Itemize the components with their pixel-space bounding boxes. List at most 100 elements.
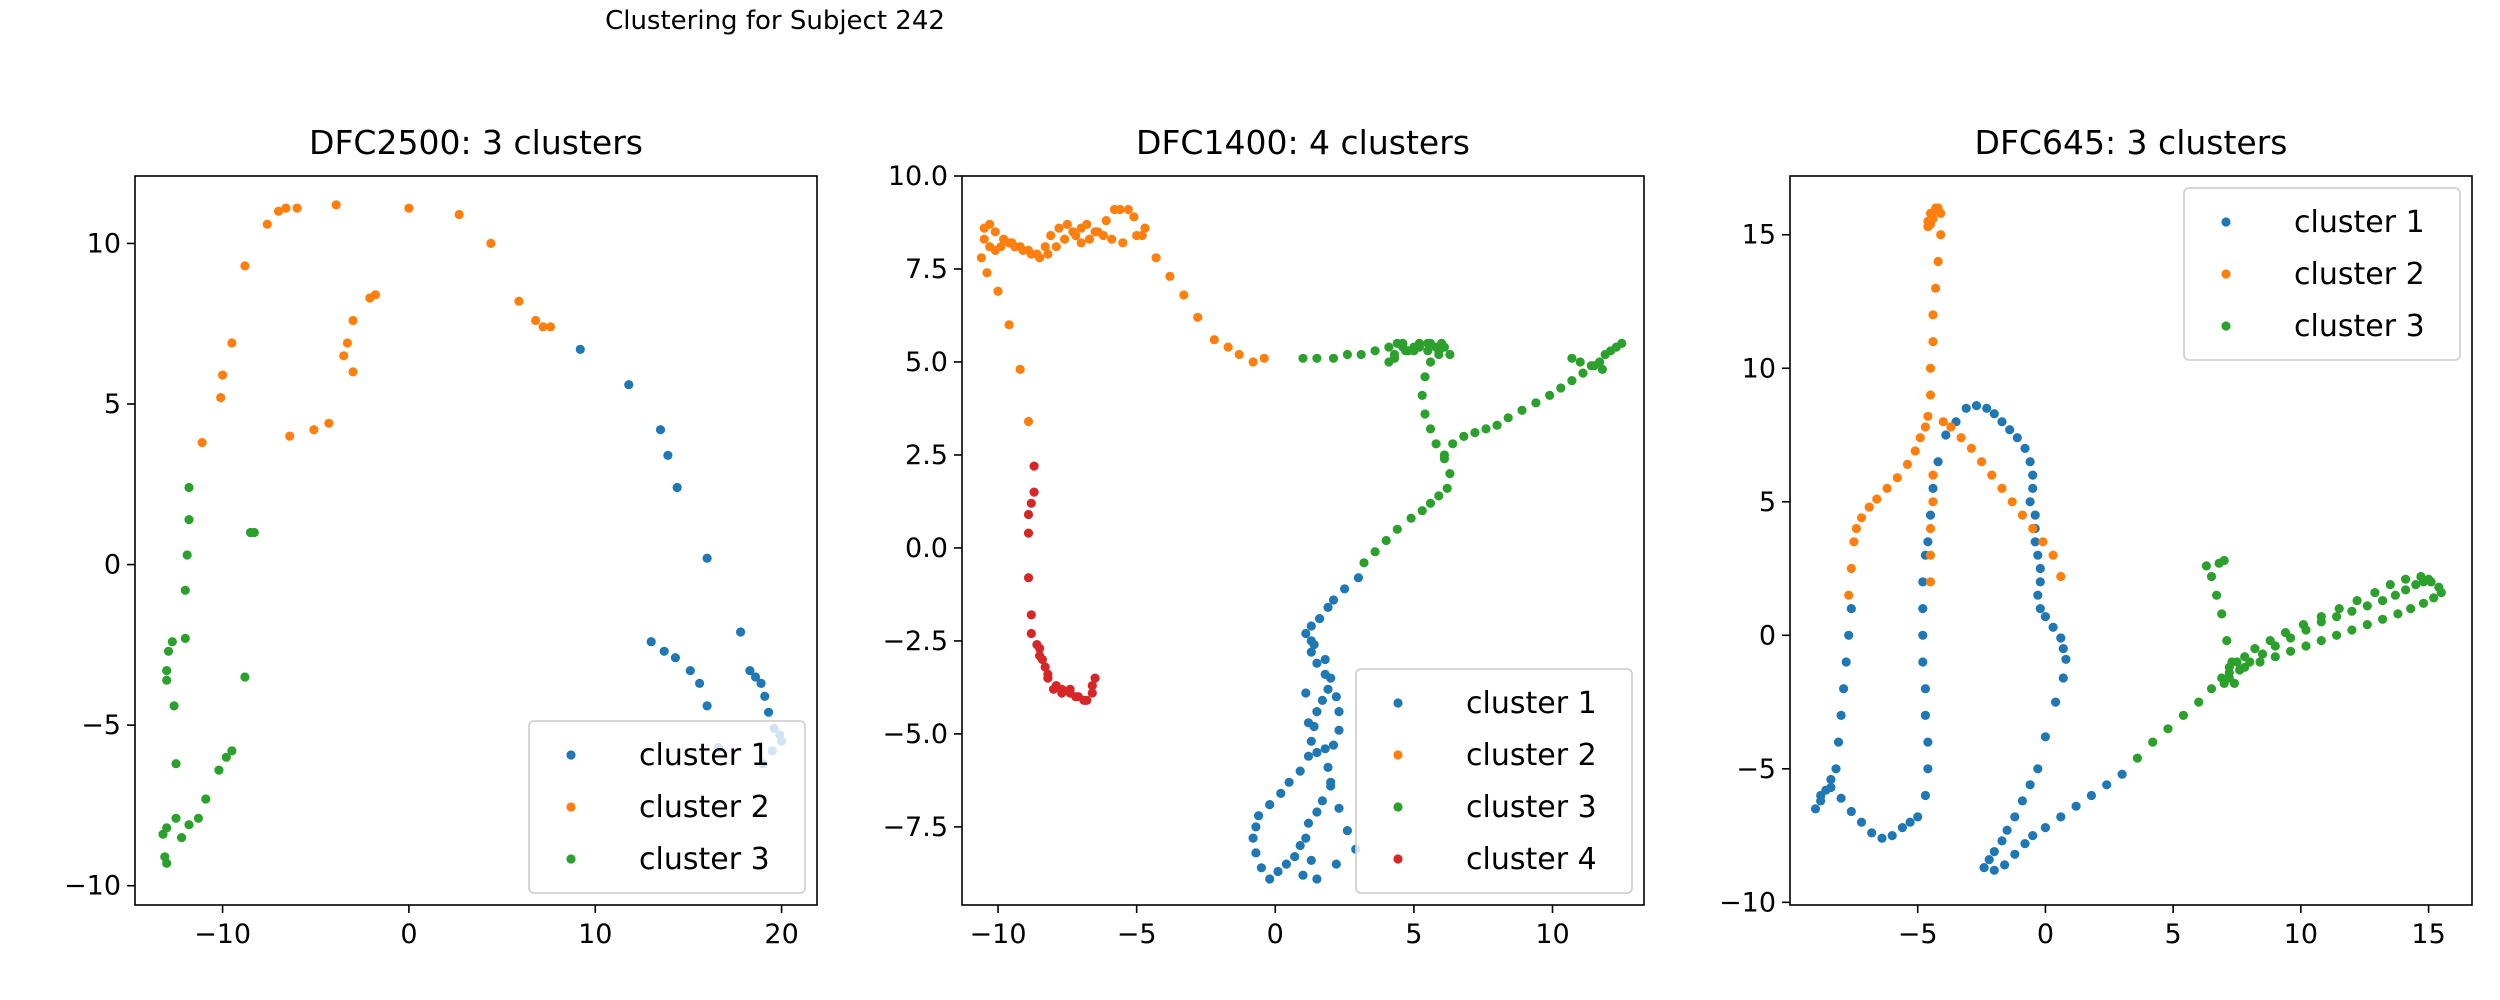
data-point — [1035, 643, 1045, 654]
data-point — [764, 707, 774, 717]
data-point — [990, 227, 1000, 237]
data-point — [1359, 558, 1369, 568]
y-tick-label: −5.0 — [882, 719, 948, 750]
data-point — [2245, 657, 2255, 667]
plot-frame — [1789, 175, 2473, 906]
data-point — [2250, 644, 2260, 654]
data-point — [1923, 216, 1933, 226]
legend-label: cluster 2 — [639, 790, 770, 825]
data-point — [1312, 353, 1322, 363]
data-point — [1098, 230, 1108, 241]
data-point — [1179, 290, 1189, 300]
data-point — [1597, 364, 1607, 374]
data-point — [1923, 537, 1933, 547]
data-point — [1381, 535, 1391, 546]
data-point — [1887, 831, 1897, 841]
legend-marker — [1393, 750, 1403, 760]
series-cluster-1 — [1248, 573, 1363, 884]
data-point — [1306, 736, 1316, 746]
data-point — [2117, 769, 2127, 779]
data-point — [2401, 574, 2411, 584]
data-point — [1442, 483, 1452, 493]
data-point — [1295, 766, 1305, 776]
y-tick-label: 5.0 — [905, 347, 948, 378]
x-tick-label: 20 — [764, 919, 798, 950]
data-point — [1826, 782, 1836, 793]
data-point — [1109, 204, 1120, 215]
data-point — [756, 678, 766, 689]
data-point — [1040, 242, 1050, 252]
data-point — [2033, 764, 2043, 774]
data-point — [1946, 422, 1956, 432]
data-point — [2028, 831, 2038, 841]
data-point — [218, 370, 228, 380]
data-point — [1323, 762, 1333, 773]
data-point — [2406, 604, 2416, 614]
data-point — [624, 380, 634, 390]
data-point — [1989, 847, 1999, 857]
data-point — [1989, 865, 1999, 875]
x-tick-label: −10 — [970, 919, 1027, 950]
data-point — [736, 627, 746, 637]
data-point — [2028, 470, 2038, 480]
data-point — [1425, 357, 1436, 367]
data-point — [1084, 234, 1095, 244]
data-point — [1984, 855, 1994, 865]
data-point — [1035, 253, 1045, 263]
data-point — [1276, 788, 1286, 799]
data-point — [2056, 633, 2066, 643]
data-point — [197, 438, 207, 448]
data-point — [1928, 483, 1938, 493]
data-point — [2020, 443, 2030, 453]
plot-frame — [134, 175, 818, 906]
data-point — [2040, 823, 2050, 833]
data-point — [1920, 422, 1930, 432]
series-cluster-2 — [1844, 203, 2066, 600]
data-point — [1431, 342, 1441, 352]
data-point — [184, 515, 194, 525]
data-point — [1298, 353, 1308, 363]
data-point — [342, 338, 352, 348]
data-point — [1882, 483, 1892, 493]
data-point — [1312, 747, 1322, 758]
y-tick-label: 10.0 — [888, 161, 948, 192]
y-tick-label: 10 — [87, 228, 121, 259]
data-point — [2038, 537, 2048, 547]
data-point — [1090, 673, 1100, 683]
data-point — [1928, 310, 1938, 320]
data-point — [1897, 823, 1907, 833]
data-point — [672, 482, 682, 493]
data-point — [1023, 509, 1034, 520]
data-point — [404, 203, 414, 213]
data-point — [538, 322, 548, 332]
data-point — [1209, 335, 1219, 345]
data-point — [1389, 353, 1400, 363]
data-point — [1836, 793, 1846, 803]
data-point — [1331, 692, 1341, 702]
data-point — [309, 425, 319, 435]
y-tick-label: 0 — [104, 550, 121, 581]
data-point — [1931, 283, 1941, 293]
data-point — [1448, 439, 1458, 449]
data-point — [324, 418, 334, 428]
data-point — [1301, 628, 1311, 639]
y-tick-label: 2.5 — [905, 440, 948, 471]
data-point — [1018, 245, 1028, 255]
data-point — [2017, 796, 2027, 806]
data-point — [365, 293, 375, 303]
legend-box — [2183, 187, 2461, 361]
data-point — [1961, 403, 1971, 413]
data-point — [2035, 604, 2045, 614]
data-point — [659, 646, 669, 656]
data-point — [575, 344, 585, 354]
x-tick-label: −5 — [1898, 919, 1938, 950]
data-point — [702, 701, 712, 711]
data-point — [1026, 628, 1036, 639]
data-point — [2316, 617, 2326, 627]
legend-label: cluster 1 — [1466, 686, 1597, 721]
data-point — [979, 234, 989, 244]
y-tick-label: −10 — [64, 871, 121, 902]
data-point — [1370, 346, 1380, 356]
data-point — [1065, 684, 1075, 694]
data-point — [281, 203, 291, 213]
